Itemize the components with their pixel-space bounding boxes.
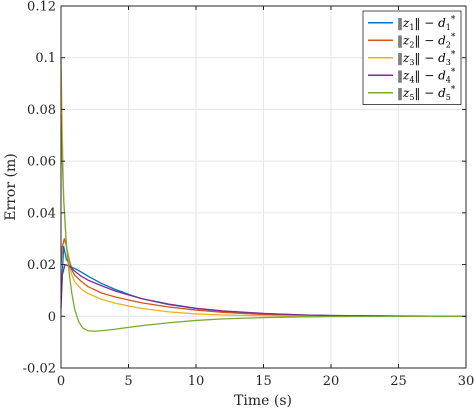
y-tick-label: 0.04 [27,206,56,221]
series-lines [60,57,467,332]
x-tick-label: 30 [458,374,474,389]
x-tick-label: 10 [188,374,205,389]
x-tick-label: 25 [390,374,407,389]
y-tick-label: 0.02 [27,258,56,273]
x-tick-label: 15 [255,374,272,389]
legend-entry-label: ‖z4‖ − d4* [397,67,456,84]
y-tick-label: 0.06 [27,155,56,170]
y-tick-label: -0.02 [23,362,56,377]
x-tick-label: 0 [57,374,65,389]
y-tick-label: 0.1 [35,51,56,66]
x-tick-labels: 0 5 10 15 20 25 30 [57,374,474,389]
x-tick-label: 20 [323,374,340,389]
legend-entry-label: ‖z5‖ − d5* [397,85,456,102]
legend-entry-label: ‖z3‖ − d3* [397,50,456,67]
legend-entry-label: ‖z2‖ − d2* [397,32,456,49]
x-tick-label: 5 [124,374,132,389]
y-tick-label: 0 [48,310,56,325]
y-tick-labels: -0.02 0 0.02 0.04 0.06 0.08 0.1 0.12 [23,0,56,377]
y-axis-label: Error (m) [3,153,19,220]
axis-ticks [60,5,467,369]
x-axis-label: Time (s) [234,393,292,409]
legend-entry-label: ‖z1‖ − d1* [397,15,456,32]
series-line-z5 [60,114,466,332]
y-tick-label: 0.08 [27,103,56,118]
y-tick-label: 0.12 [27,0,56,15]
legend: ‖z1‖ − d1*‖z2‖ − d2*‖z3‖ − d3*‖z4‖ − d4*… [362,10,462,105]
